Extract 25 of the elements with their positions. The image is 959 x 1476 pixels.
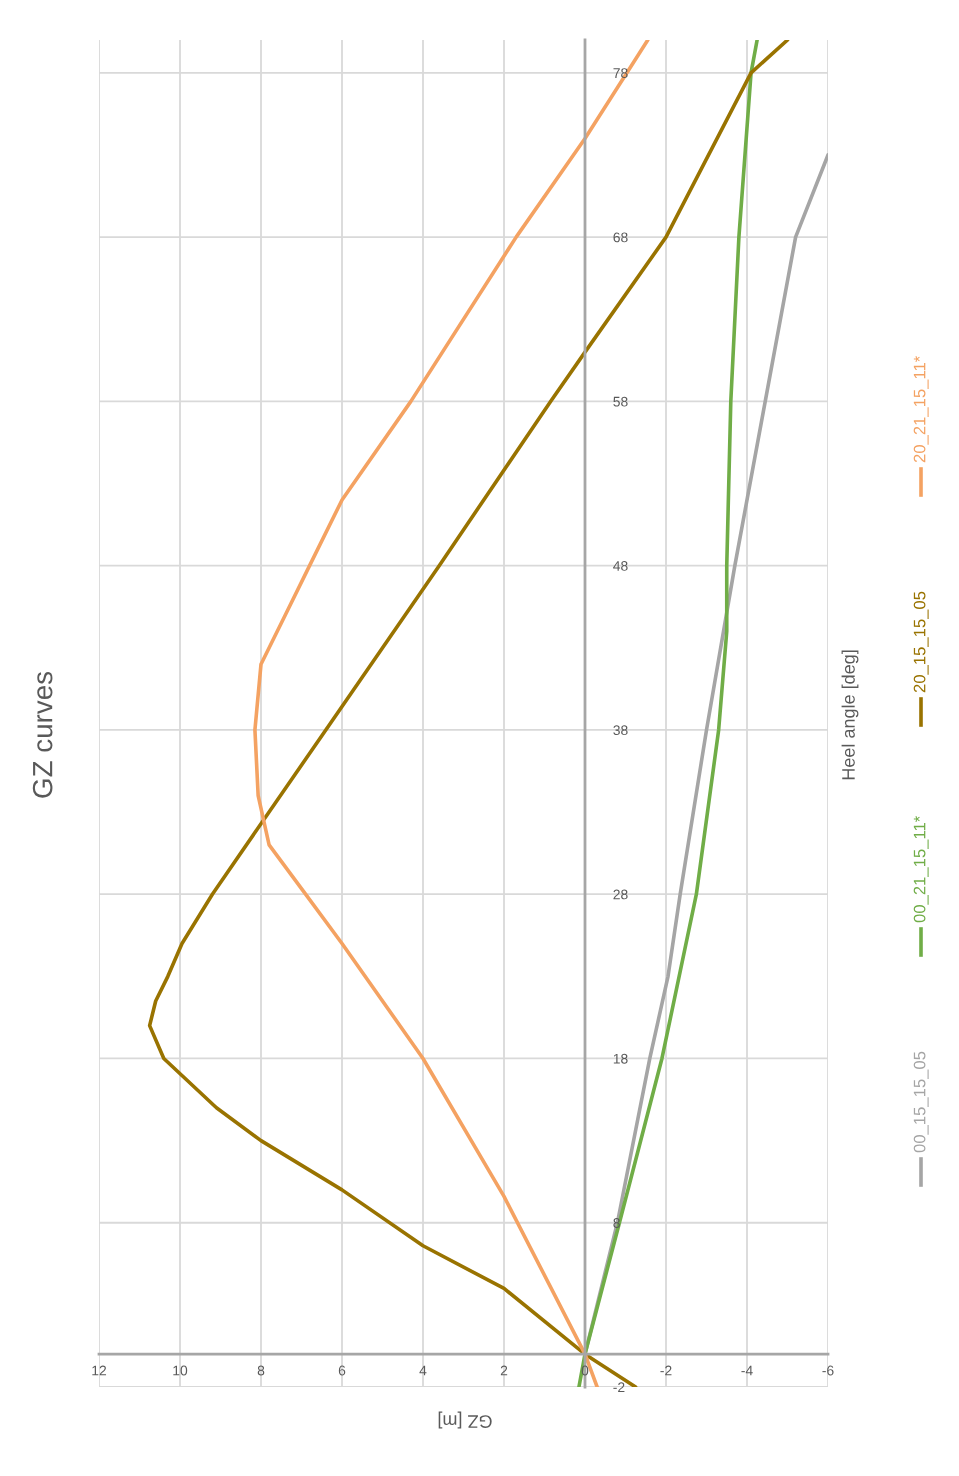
text: GZ curves — [32, 671, 53, 798]
x-tick-label: -6 — [822, 1365, 834, 1376]
text: 20_15_15_05 — [913, 591, 929, 693]
y-tick-label: 58 — [613, 396, 628, 407]
y-tick-label: 18 — [613, 1053, 628, 1064]
x-tick-label: 6 — [338, 1365, 346, 1376]
y-tick-label: -2 — [613, 1382, 625, 1393]
x-tick-label: -2 — [660, 1365, 672, 1376]
text: 20_21_15_11* — [913, 356, 929, 463]
y-tick-label: 48 — [613, 560, 628, 571]
x-tick-label: 0 — [581, 1365, 589, 1376]
y-tick-label: 8 — [613, 1218, 620, 1228]
y-axis-title: Heel angle [deg] — [841, 650, 859, 780]
y-tick-label: 28 — [613, 889, 628, 900]
x-tick-label: -4 — [741, 1365, 753, 1376]
y-tick-label: 38 — [613, 725, 628, 736]
text: 00_15_15_05 — [913, 1051, 929, 1153]
x-tick-label: 8 — [257, 1365, 265, 1376]
x-tick-label: 4 — [419, 1365, 427, 1376]
x-tick-label: 12 — [92, 1365, 107, 1376]
text: 00_21_15_11* — [913, 816, 929, 923]
x-tick-label: 2 — [500, 1365, 508, 1376]
y-tick-label: 68 — [613, 232, 628, 243]
x-axis-title: GZ [m] — [438, 1411, 492, 1429]
x-tick-label: 10 — [173, 1365, 188, 1376]
